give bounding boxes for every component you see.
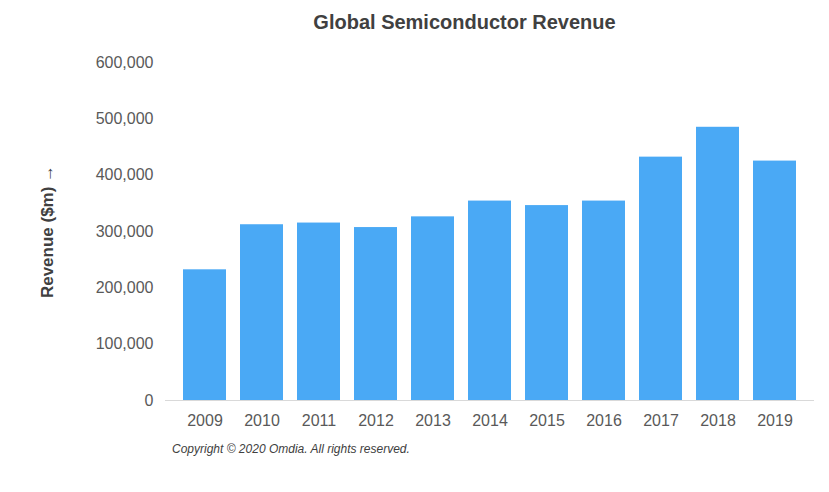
svg-text:2017: 2017: [643, 412, 679, 429]
svg-text:0: 0: [145, 392, 154, 409]
svg-text:600,000: 600,000: [96, 54, 154, 71]
svg-text:300,000: 300,000: [96, 223, 154, 240]
svg-text:500,000: 500,000: [96, 110, 154, 127]
svg-text:2011: 2011: [302, 412, 337, 429]
svg-text:200,000: 200,000: [96, 279, 154, 296]
svg-text:2012: 2012: [358, 412, 394, 429]
svg-text:2013: 2013: [415, 412, 451, 429]
svg-text:2018: 2018: [700, 412, 736, 429]
svg-text:400,000: 400,000: [96, 166, 154, 183]
svg-text:Revenue ($m) →: Revenue ($m) →: [38, 165, 57, 298]
svg-text:2015: 2015: [529, 412, 565, 429]
svg-text:2019: 2019: [757, 412, 793, 429]
svg-text:2016: 2016: [586, 412, 622, 429]
html-text:Global Semiconductor Revenue: Global Semiconductor Revenue: [313, 11, 616, 33]
svg-text:100,000: 100,000: [96, 335, 154, 352]
svg-text:2014: 2014: [472, 412, 508, 429]
html-text:Copyright © 2020 Omdia. All ri: Copyright © 2020 Omdia. All rights reser…: [172, 442, 410, 456]
svg-text:2010: 2010: [244, 412, 280, 429]
svg-text:2009: 2009: [187, 412, 223, 429]
